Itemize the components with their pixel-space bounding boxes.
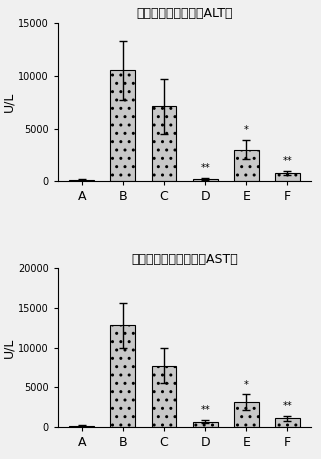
Bar (193, 422, 218, 427)
Bar (193, 179, 218, 181)
Bar (234, 150, 259, 181)
Bar (234, 403, 259, 427)
Bar (152, 366, 176, 427)
Y-axis label: U/L: U/L (2, 92, 15, 112)
Bar (152, 106, 176, 181)
Title: 丙氨酸氨基转移酶（ALT）: 丙氨酸氨基转移酶（ALT） (136, 7, 233, 20)
Bar (275, 173, 300, 181)
Bar (110, 71, 135, 181)
Text: **: ** (200, 405, 210, 415)
Bar (69, 425, 94, 427)
Text: **: ** (282, 401, 292, 411)
Bar (110, 325, 135, 427)
Bar (69, 180, 94, 181)
Y-axis label: U/L: U/L (2, 337, 15, 358)
Title: 天冬氨酸氨基转移酶（AST）: 天冬氨酸氨基转移酶（AST） (131, 253, 238, 266)
Text: **: ** (282, 156, 292, 166)
Text: **: ** (200, 163, 210, 174)
Text: *: * (244, 125, 249, 135)
Text: *: * (244, 380, 249, 390)
Bar (275, 418, 300, 427)
